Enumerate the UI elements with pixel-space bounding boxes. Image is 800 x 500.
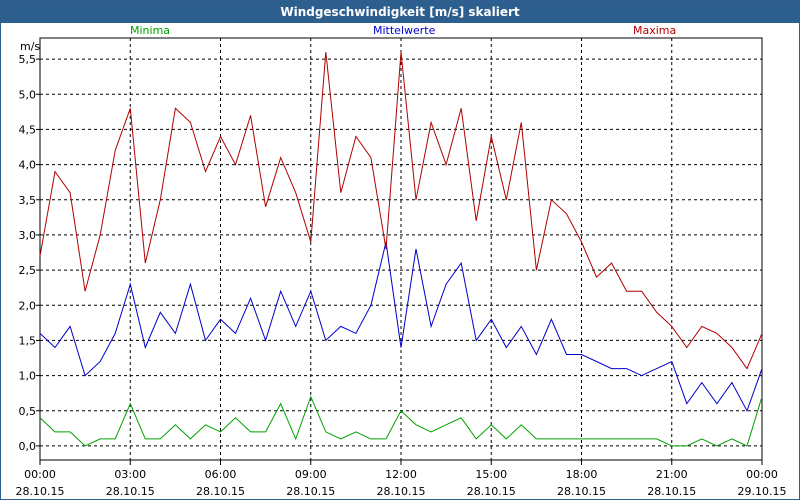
x-tick-date-label: 28.10.15 (557, 485, 606, 498)
x-tick-time-label: 00:00 (746, 468, 778, 481)
x-tick-time-label: 03:00 (114, 468, 146, 481)
x-tick-time-label: 18:00 (566, 468, 598, 481)
x-tick-time-label: 00:00 (24, 468, 56, 481)
y-tick-label: 3,0 (19, 229, 37, 242)
y-tick-label: 4,5 (19, 123, 37, 136)
window-title: Windgeschwindigkeit [m/s] skaliert (1, 1, 799, 23)
y-tick-label: 1,0 (19, 370, 37, 383)
legend-maxima: Maxima (633, 24, 677, 37)
y-axis-unit: m/s (20, 40, 41, 53)
y-tick-label: 0,5 (19, 405, 37, 418)
y-tick-label: 3,5 (19, 194, 37, 207)
y-tick-label: 5,0 (19, 88, 37, 101)
legend-minima: Minima (130, 24, 171, 37)
y-tick-label: 1,5 (19, 334, 37, 347)
y-tick-label: 2,0 (19, 299, 37, 312)
x-tick-date-label: 28.10.15 (16, 485, 65, 498)
x-tick-date-label: 28.10.15 (196, 485, 245, 498)
y-tick-label: 5,5 (19, 53, 37, 66)
x-tick-date-label: 28.10.15 (286, 485, 335, 498)
x-tick-time-label: 09:00 (295, 468, 327, 481)
x-tick-date-label: 29.10.15 (738, 485, 787, 498)
series-line-mittelwerte (39, 241, 763, 413)
y-tick-label: 0,0 (19, 440, 37, 453)
x-tick-date-label: 28.10.15 (106, 485, 155, 498)
x-tick-time-label: 21:00 (656, 468, 688, 481)
legend-mittelwerte: Mittelwerte (373, 24, 436, 37)
x-tick-time-label: 15:00 (475, 468, 507, 481)
x-tick-time-label: 06:00 (205, 468, 237, 481)
x-tick-time-label: 12:00 (385, 468, 417, 481)
y-tick-label: 4,0 (19, 159, 37, 172)
x-tick-date-label: 28.10.15 (467, 485, 516, 498)
y-tick-label: 2,5 (19, 264, 37, 277)
x-tick-date-label: 28.10.15 (377, 485, 426, 498)
x-tick-date-label: 28.10.15 (647, 485, 696, 498)
series-line-minima (39, 395, 763, 447)
series-line-maxima (39, 52, 763, 370)
